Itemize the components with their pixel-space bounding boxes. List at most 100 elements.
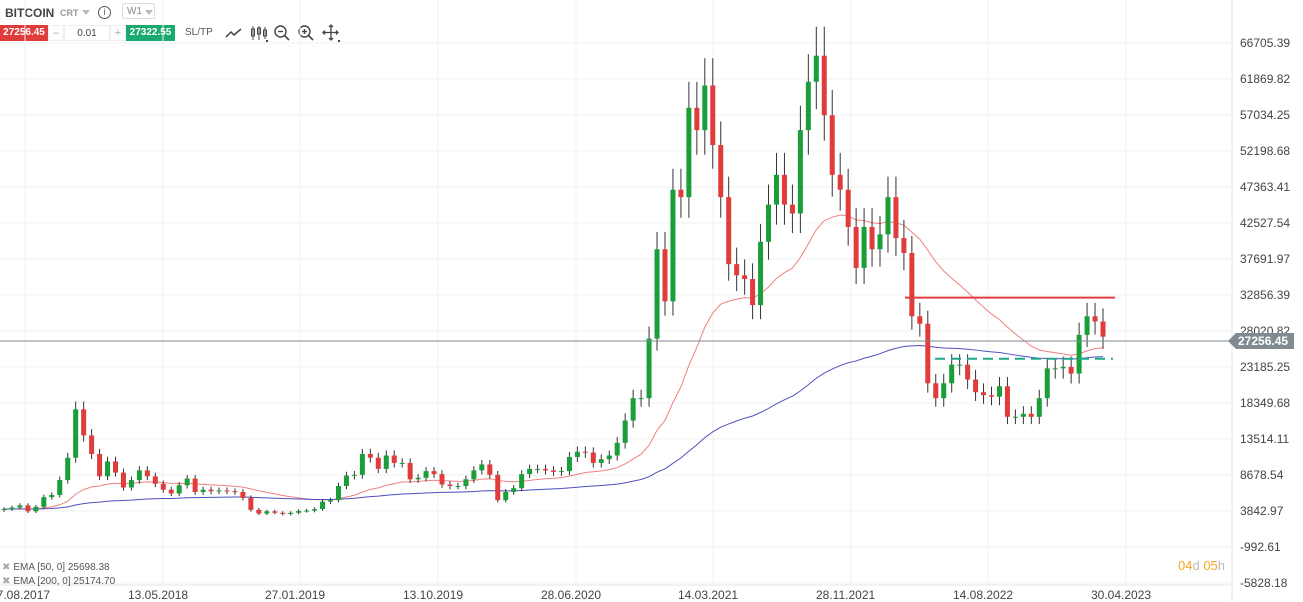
chevron-down-icon[interactable] xyxy=(82,10,90,15)
indicator-label: EMA [50, 0] 25698.38 xyxy=(13,562,110,573)
indicator-ema-50[interactable]: ✖ EMA [50, 0] 25698.38 xyxy=(2,562,110,573)
candle-body xyxy=(208,489,214,492)
candle-body xyxy=(590,452,596,463)
candle-countdown: 04d 05h xyxy=(1178,558,1225,573)
y-axis-label: 23185.25 xyxy=(1240,360,1291,374)
candle-body xyxy=(1044,368,1050,399)
candle-body xyxy=(726,197,732,265)
candle-body xyxy=(813,55,819,82)
symbol-title: BITCOIN xyxy=(5,6,55,20)
quantity-increase-button[interactable]: + xyxy=(110,25,126,41)
candle-body xyxy=(766,204,772,242)
candle-body xyxy=(304,510,310,512)
candle-body xyxy=(686,107,692,198)
candle-body xyxy=(256,509,262,514)
y-axis-label: -992.61 xyxy=(1240,540,1281,554)
candle-body xyxy=(574,451,580,457)
candle-body xyxy=(1060,366,1066,369)
candle-body xyxy=(232,491,238,493)
candle-body xyxy=(112,461,118,473)
line-chart-icon[interactable] xyxy=(225,24,243,42)
candle-body xyxy=(9,507,15,510)
candles-icon[interactable] xyxy=(250,24,268,42)
candle-body xyxy=(821,55,827,116)
candle-body xyxy=(463,479,469,487)
countdown-hours-unit: h xyxy=(1217,558,1226,573)
candle-body xyxy=(240,491,246,498)
chevron-down-icon xyxy=(145,10,153,15)
candle-body xyxy=(1004,386,1010,417)
candle-body xyxy=(1076,334,1082,374)
candle-body xyxy=(415,477,421,480)
candle-body xyxy=(606,455,612,460)
candle-body xyxy=(646,338,652,399)
candle-body xyxy=(718,145,724,198)
instrument-type[interactable]: CRT xyxy=(60,8,79,18)
candle-body xyxy=(654,249,660,339)
candle-body xyxy=(487,464,493,475)
candle-body xyxy=(901,238,907,253)
candle-body xyxy=(829,115,835,175)
candle-body xyxy=(917,316,923,324)
y-axis-label: 18349.68 xyxy=(1240,396,1291,410)
countdown-days: 04 xyxy=(1178,558,1193,573)
candle-body xyxy=(1084,316,1090,335)
candle-body xyxy=(216,490,222,492)
candle-body xyxy=(49,494,55,498)
zoom-in-icon[interactable] xyxy=(297,24,315,42)
candle-body xyxy=(909,252,915,317)
candle-body xyxy=(407,462,413,480)
quantity-input[interactable]: 0.01 xyxy=(64,25,110,41)
x-axis-label: 14.03.2021 xyxy=(678,588,739,602)
x-axis-label: 27.01.2019 xyxy=(265,588,326,602)
candle-body xyxy=(17,505,23,508)
sell-button[interactable]: 27256.45 xyxy=(0,25,48,41)
candle-body xyxy=(503,491,509,501)
y-axis-label: 61869.82 xyxy=(1240,72,1291,86)
candle-body xyxy=(527,468,533,475)
candle-body xyxy=(160,483,166,490)
remove-indicator-icon[interactable]: ✖ xyxy=(2,576,11,587)
candle-body xyxy=(662,249,668,302)
candle-body xyxy=(224,490,230,492)
sltp-button[interactable]: SL/TP xyxy=(185,27,213,38)
candle-body xyxy=(614,442,620,456)
info-icon[interactable]: i xyxy=(98,6,111,19)
y-axis-label: 66705.39 xyxy=(1240,36,1291,50)
timeframe-select[interactable]: W1 xyxy=(122,3,155,19)
candle-body xyxy=(296,510,302,513)
timeframe-value: W1 xyxy=(127,6,142,17)
candle-body xyxy=(949,364,955,384)
candle-body xyxy=(981,392,987,396)
candle-body xyxy=(73,409,79,458)
quantity-decrease-button[interactable]: – xyxy=(48,25,64,41)
candle-body xyxy=(598,459,604,463)
candle-body xyxy=(742,275,748,280)
zoom-out-icon[interactable] xyxy=(273,24,291,42)
candle-body xyxy=(519,474,525,489)
candle-body xyxy=(837,174,843,190)
candle-body xyxy=(288,512,294,514)
x-axis-label: 28.11.2021 xyxy=(816,588,876,602)
candle-body xyxy=(33,506,39,512)
current-price-tag: 27256.45 xyxy=(1228,333,1295,349)
candle-body xyxy=(128,480,134,488)
candle-body xyxy=(869,226,875,250)
candle-body xyxy=(877,234,883,250)
candle-body xyxy=(957,364,963,366)
candle-body xyxy=(97,453,103,477)
indicator-ema-200[interactable]: ✖ EMA [200, 0] 25174.70 xyxy=(2,576,115,587)
y-axis-label: 47363.41 xyxy=(1240,180,1291,194)
candle-body xyxy=(933,383,939,399)
candle-body xyxy=(105,461,111,477)
candle-body xyxy=(1068,366,1074,374)
candle-body xyxy=(885,197,891,235)
candle-body xyxy=(789,204,795,214)
move-icon[interactable] xyxy=(322,24,340,42)
candle-body xyxy=(312,509,318,511)
candle-body xyxy=(25,505,31,512)
remove-indicator-icon[interactable]: ✖ xyxy=(2,562,11,573)
candle-body xyxy=(702,85,708,131)
candle-body xyxy=(781,174,787,205)
